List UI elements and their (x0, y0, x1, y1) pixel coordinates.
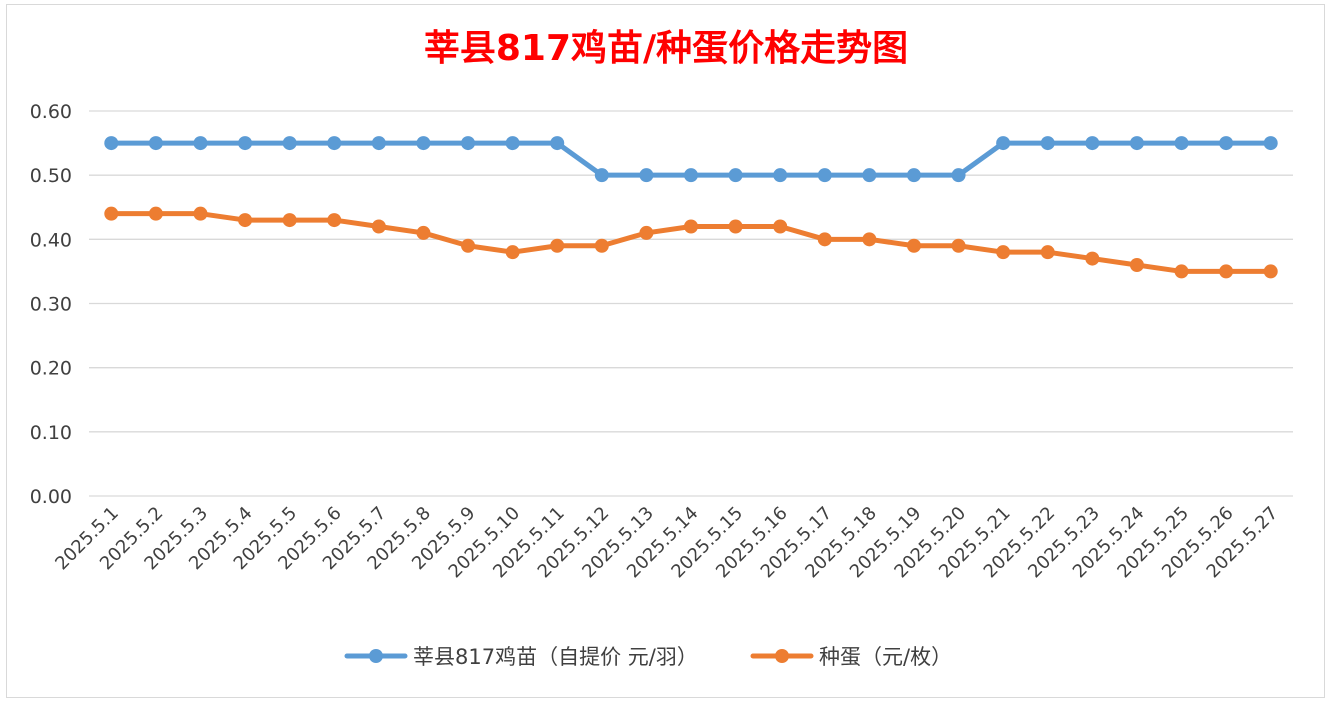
data-point (817, 168, 832, 183)
data-point (639, 168, 654, 183)
y-tick-label: 0.00 (30, 486, 72, 508)
data-point (104, 136, 119, 151)
y-axis: 0.00 0.10 0.20 0.30 0.40 0.50 0.60 (30, 101, 72, 508)
data-point (416, 136, 431, 151)
data-point (282, 213, 297, 228)
data-point (1219, 136, 1234, 151)
chart-frame (6, 4, 1325, 698)
series-layer (104, 136, 1278, 279)
y-tick-label: 0.50 (30, 165, 72, 187)
chart-title: 莘县817鸡苗/种蛋价格走势图 (424, 28, 908, 69)
data-point (862, 232, 877, 247)
legend-label: 种蛋（元/枚） (819, 645, 952, 669)
data-point (1263, 264, 1278, 279)
data-point (238, 136, 253, 151)
data-point (996, 136, 1011, 151)
legend-swatch-marker (775, 649, 789, 663)
data-point (193, 206, 208, 221)
y-tick-label: 0.60 (30, 101, 72, 123)
data-point (1129, 258, 1144, 272)
data-point (1129, 136, 1144, 151)
legend-label: 莘县817鸡苗（自提价 元/羽） (413, 645, 698, 669)
data-point (817, 232, 832, 247)
data-point (594, 238, 609, 253)
y-tick-label: 0.30 (30, 294, 72, 316)
data-point (1174, 136, 1189, 151)
legend: 莘县817鸡苗（自提价 元/羽） 种蛋（元/枚） (344, 645, 952, 669)
data-point (906, 238, 921, 253)
data-point (773, 168, 788, 183)
data-point (461, 136, 476, 151)
data-point (773, 219, 788, 234)
data-point (1219, 264, 1234, 279)
x-axis: 2025.5.12025.5.22025.5.32025.5.42025.5.5… (51, 503, 1282, 583)
data-point (461, 238, 476, 253)
data-point (1040, 245, 1055, 260)
y-tick-label: 0.40 (30, 229, 72, 251)
data-point (550, 238, 565, 253)
data-point (148, 206, 163, 221)
data-point (505, 136, 520, 151)
data-point (193, 136, 208, 151)
data-point (282, 136, 297, 151)
data-point (639, 225, 654, 240)
data-point (1085, 251, 1100, 266)
data-point (951, 238, 966, 253)
data-point (906, 168, 921, 183)
data-point (728, 219, 743, 234)
data-point (327, 213, 342, 228)
data-point (505, 245, 520, 260)
y-tick-label: 0.10 (30, 422, 72, 444)
data-point (996, 245, 1011, 260)
data-point (550, 136, 565, 151)
legend-swatch-marker (369, 649, 383, 663)
data-point (728, 168, 743, 183)
data-point (416, 225, 431, 240)
data-point (327, 136, 342, 151)
data-point (1263, 136, 1278, 151)
data-point (148, 136, 163, 151)
data-point (862, 168, 877, 183)
data-point (371, 136, 386, 151)
data-point (1174, 264, 1189, 279)
data-point (684, 219, 698, 234)
y-tick-label: 0.20 (30, 358, 72, 380)
data-point (594, 168, 609, 183)
data-point (1040, 136, 1055, 151)
data-point (951, 168, 966, 183)
data-point (371, 219, 386, 234)
data-point (104, 206, 119, 221)
data-point (1085, 136, 1100, 151)
data-point (684, 168, 698, 183)
data-point (238, 213, 253, 228)
